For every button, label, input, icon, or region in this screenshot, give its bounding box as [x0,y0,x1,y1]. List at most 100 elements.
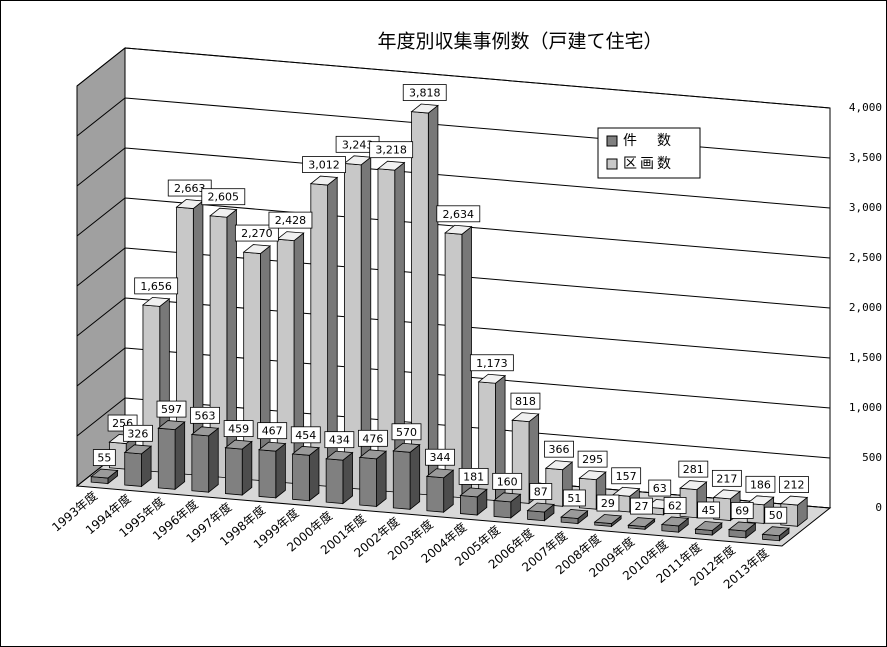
data-label-box [697,501,721,519]
bar-front [157,427,176,490]
data-label-box [678,460,709,478]
data-label: 3,818 [409,87,441,100]
bar-top [123,444,153,455]
bar [593,514,623,528]
bar [444,224,473,499]
bar-side [394,161,405,493]
bar-front [493,500,512,519]
bar-side [342,451,353,505]
bar-top [444,224,473,235]
y-tick-label: 4,000 [849,101,882,114]
data-label: 295 [582,453,603,466]
bar [257,441,287,499]
bar [660,516,690,533]
data-label-box [201,188,246,206]
data-label: 344 [430,451,451,464]
bar-top [190,426,220,437]
y-tick-label: 1,500 [849,351,882,364]
bar [358,449,388,508]
legend-swatch [606,158,618,170]
bar-side [275,442,286,499]
y-tick-label: 3,500 [849,151,882,164]
bar [459,487,488,516]
legend-label: 件 数 [623,133,674,149]
bar-side [376,450,387,508]
y-tick-label: 0 [875,501,882,514]
data-label-box [577,450,608,468]
data-label: 454 [295,429,316,442]
bar-top [526,502,556,513]
bar-top [291,445,321,456]
y-tick-label: 1,000 [849,401,882,414]
bar-top [712,489,742,500]
data-label: 157 [616,470,637,483]
bar-side [293,232,305,485]
bar-top [578,470,607,481]
data-label: 50 [769,509,783,522]
bar-top [242,244,272,254]
data-label: 212 [784,479,805,492]
data-label: 326 [127,427,148,440]
data-label: 2,270 [241,227,273,240]
chart-title: 年度別収集事例数（戸建て住宅） [377,31,662,53]
data-label-box [268,211,313,229]
data-label: 3,243 [342,138,374,151]
bar-top [560,509,589,519]
data-label-box [730,502,754,519]
bar-top [224,439,253,450]
bar-top [660,516,690,527]
data-label-box [92,449,116,466]
data-label: 818 [515,395,536,408]
bar [694,521,723,536]
bar [90,468,119,485]
bar [761,526,791,542]
bar-top [779,495,809,506]
data-label: 459 [228,423,249,436]
data-label-box [167,179,212,197]
data-label-box [611,467,642,485]
bar [627,517,656,531]
data-label: 69 [735,504,749,517]
data-label: 29 [601,497,615,510]
bar [560,509,589,525]
data-label-box [745,475,776,493]
data-label-box [257,422,288,440]
data-label-box [425,448,455,466]
data-label-box [510,392,541,410]
bar-top [611,486,641,497]
bar-top [694,521,723,531]
data-label: 87 [534,486,548,499]
bar [291,445,321,502]
data-label-box [391,423,422,441]
data-label-box [544,440,574,458]
y-tick-label: 500 [862,451,882,464]
grid-line [76,47,831,109]
bar-top [90,468,119,479]
bar [157,420,186,491]
bar-top [157,420,186,431]
grid-line [76,347,831,409]
bar [376,160,406,493]
bar-top [627,517,656,528]
data-label-box [402,84,447,101]
grid-line [76,297,831,359]
grid-line [76,97,831,159]
legend-swatch [606,135,618,147]
data-label-box [223,420,254,437]
data-label: 2,634 [443,208,475,221]
bar-top [761,526,791,537]
data-label: 186 [750,478,771,491]
bar-front [359,456,377,507]
data-label-box [630,497,653,515]
grid-line [76,247,831,309]
bar-front [225,447,243,496]
data-label: 2,605 [208,191,240,204]
data-label: 1,173 [476,357,508,370]
data-label: 597 [161,403,182,416]
data-label: 181 [463,470,484,483]
data-label: 3,012 [308,159,340,172]
data-label: 366 [549,443,570,456]
legend-label: 区画数 [623,156,674,172]
data-label: 467 [262,425,283,438]
data-label: 45 [702,504,716,517]
